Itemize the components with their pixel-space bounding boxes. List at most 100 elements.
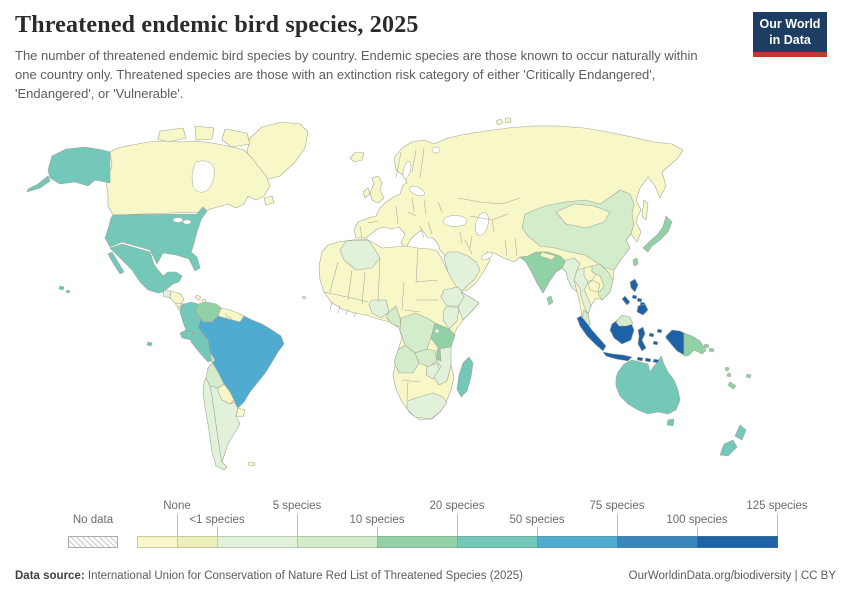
country-fiji[interactable] — [745, 373, 752, 379]
hudson-bay — [191, 160, 215, 193]
region-tasmania-australia[interactable] — [666, 418, 675, 427]
country-solomon-islands[interactable] — [703, 343, 715, 353]
country-south-africa[interactable] — [406, 392, 448, 420]
region-new-zealand-north[interactable] — [734, 424, 747, 441]
region-java-indonesia[interactable] — [602, 351, 633, 362]
region-baja-mexico[interactable] — [107, 251, 125, 275]
legend-no-data-label: No data — [72, 514, 114, 526]
country-malawi[interactable] — [436, 348, 442, 362]
gulf-of-bothnia — [402, 160, 412, 180]
legend-bin-label: None — [163, 500, 191, 512]
footer: Data source: International Union for Con… — [15, 570, 836, 582]
region-svalbard[interactable] — [495, 117, 512, 126]
caspian-sea — [475, 212, 489, 236]
white-sea — [431, 146, 441, 154]
country-greenland[interactable] — [246, 121, 309, 181]
region-palawan-philippines[interactable] — [621, 295, 631, 306]
legend-bin-label: 10 species — [349, 514, 405, 526]
country-japan[interactable] — [642, 215, 673, 253]
legend-bin-50-75[interactable] — [537, 536, 618, 548]
legend-tick — [777, 514, 778, 536]
legend-bin-label: 125 species — [746, 500, 808, 512]
legend-bin-lt1[interactable] — [177, 536, 218, 548]
country-papua-new-guinea[interactable] — [683, 332, 707, 357]
water-bodies — [172, 146, 493, 334]
legend-bin-75-100[interactable] — [617, 536, 698, 548]
legend-bin-5-10[interactable] — [297, 536, 378, 548]
legend-tick — [697, 527, 698, 536]
country-sri-lanka[interactable] — [546, 295, 554, 306]
great-lakes — [182, 219, 192, 225]
region-sumatra-indonesia[interactable] — [576, 315, 607, 352]
region-borneo-malaysia[interactable] — [615, 314, 634, 327]
country-algeria[interactable] — [339, 239, 381, 271]
legend-bin-label: 50 species — [509, 514, 565, 526]
country-uk[interactable] — [369, 175, 385, 204]
data-source-note: Data source: International Union for Con… — [15, 570, 523, 582]
region-sakhalin[interactable] — [641, 199, 649, 221]
region-new-caledonia[interactable] — [727, 381, 737, 390]
region-luzon-philippines[interactable] — [629, 278, 639, 293]
region-aleutians-usa[interactable] — [26, 175, 51, 193]
country-taiwan[interactable] — [632, 257, 639, 267]
data-source-label: Data source: — [15, 570, 85, 582]
country-drc[interactable] — [399, 312, 436, 354]
region-moluccas-indonesia[interactable] — [648, 328, 663, 346]
legend-no-data-swatch[interactable] — [68, 536, 118, 548]
legend-tick — [537, 527, 538, 536]
legend-tick — [177, 514, 178, 536]
country-uruguay[interactable] — [235, 407, 246, 418]
country-mongolia[interactable] — [555, 203, 611, 229]
country-vanuatu[interactable] — [724, 366, 732, 378]
page-title: Threatened endemic bird species, 2025 — [15, 12, 419, 38]
legend-bin-1-5[interactable] — [217, 536, 298, 548]
country-china[interactable] — [521, 189, 635, 271]
country-usa[interactable] — [104, 206, 208, 272]
country-ireland[interactable] — [362, 187, 371, 199]
region-hawaii-usa[interactable] — [58, 285, 71, 294]
country-cambodia[interactable] — [587, 279, 601, 293]
header: Threatened endemic bird species, 2025 Th… — [15, 12, 835, 104]
region-cape-verde[interactable] — [301, 295, 307, 300]
owid-logo[interactable]: Our World in Data — [753, 12, 827, 58]
region-falkland-islands[interactable] — [247, 461, 256, 467]
country-canada-arctic-islands[interactable] — [157, 125, 251, 148]
country-australia[interactable] — [615, 355, 681, 415]
region-alaska-usa[interactable] — [47, 146, 111, 187]
license-link[interactable]: CC BY — [800, 570, 836, 582]
region-new-zealand-south[interactable] — [719, 439, 738, 457]
country-madagascar[interactable] — [456, 356, 474, 398]
country-iceland[interactable] — [349, 151, 365, 163]
country-argentina[interactable] — [209, 385, 241, 463]
country-mexico[interactable] — [109, 243, 183, 294]
legend-tick — [457, 514, 458, 536]
region-nepal-himalaya[interactable] — [539, 251, 557, 261]
country-somalia[interactable] — [457, 291, 480, 321]
persian-gulf — [481, 251, 493, 261]
region-galapagos[interactable] — [146, 341, 153, 347]
country-vietnam[interactable] — [591, 263, 614, 301]
country-canada-newfoundland[interactable] — [263, 195, 275, 206]
legend-tick — [297, 514, 298, 536]
owid-url-link[interactable]: OurWorldinData.org/biodiversity — [628, 570, 792, 582]
legend-bin-label: 5 species — [272, 500, 322, 512]
country-nigeria[interactable] — [368, 299, 390, 319]
legend-bin-none[interactable] — [137, 536, 178, 548]
baltic-sea — [409, 185, 425, 197]
region-honduras-nicaragua[interactable] — [169, 290, 185, 307]
legend-bin-10-20[interactable] — [377, 536, 458, 548]
great-lakes — [172, 217, 184, 223]
legend-bin-label: 75 species — [589, 500, 645, 512]
black-sea — [442, 215, 468, 227]
country-ecuador[interactable] — [179, 329, 194, 341]
footer-links: OurWorldinData.org/biodiversity | CC BY — [629, 570, 836, 582]
country-canada[interactable] — [105, 140, 271, 216]
country-angola[interactable] — [393, 344, 420, 374]
region-mindanao-philippines[interactable] — [636, 303, 649, 316]
page-subtitle: The number of threatened endemic bird sp… — [15, 48, 698, 101]
legend-tick — [377, 527, 378, 536]
region-sulawesi-indonesia[interactable] — [637, 326, 647, 352]
legend-bin-100-125[interactable] — [697, 536, 778, 548]
legend-bin-20-50[interactable] — [457, 536, 538, 548]
